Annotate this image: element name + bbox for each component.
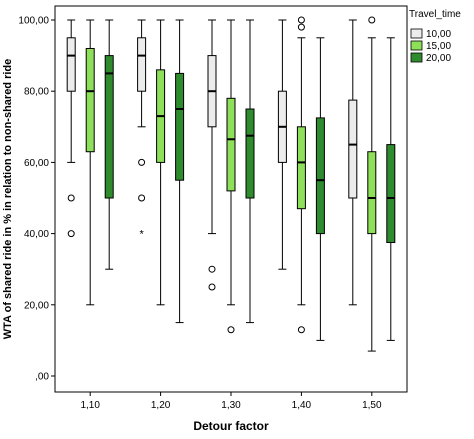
- box-3-4: [315, 37, 325, 341]
- box-2-2: [156, 19, 166, 306]
- legend-swatch: [410, 52, 423, 63]
- box-3-3: [245, 19, 255, 324]
- y-tick-label: 40,00: [24, 229, 49, 240]
- y-axis: ,00 20,00 40,00 60,00 80,00 100,00: [18, 16, 55, 383]
- box-body: [226, 97, 236, 192]
- box-body: [104, 55, 114, 199]
- boxes-layer: *: [66, 16, 396, 352]
- x-tick-label: 1,20: [151, 400, 171, 411]
- legend-label: 20,00: [426, 53, 451, 64]
- outlier-point: [138, 194, 146, 202]
- box-3-1: [104, 19, 114, 270]
- legend-swatch: [410, 40, 423, 51]
- outlier-point: [208, 283, 216, 291]
- box-1-3: [207, 19, 217, 291]
- box-1-1: [66, 19, 76, 238]
- legend-label: 15,00: [426, 41, 451, 52]
- y-tick-label: 100,00: [18, 16, 49, 27]
- outlier-point: [368, 16, 376, 24]
- x-axis: 1,10 1,20 1,30 1,40 1,50: [80, 392, 382, 411]
- box-2-1: [85, 19, 95, 306]
- box-body: [348, 99, 358, 199]
- y-axis-label: WTA of shared ride in % in relation to n…: [2, 59, 14, 340]
- box-3-5: [386, 37, 396, 341]
- outlier-point: [67, 194, 75, 202]
- box-body: [315, 117, 325, 235]
- y-tick-label: 60,00: [24, 158, 49, 169]
- box-body: [137, 37, 147, 92]
- outlier-point: [227, 326, 235, 334]
- box-body: [367, 151, 377, 235]
- outlier-point: [138, 158, 146, 166]
- legend-label: 10,00: [426, 29, 451, 40]
- x-tick-label: 1,50: [362, 400, 382, 411]
- box-2-4: [296, 16, 306, 334]
- outlier-point: [297, 23, 305, 31]
- box-2-3: [226, 19, 236, 334]
- box-1-4: [277, 19, 287, 270]
- box-body: [175, 72, 185, 181]
- extreme-point: *: [139, 229, 144, 241]
- x-tick-label: 1,30: [221, 400, 241, 411]
- outlier-point: [297, 16, 305, 24]
- y-tick-label: ,00: [35, 372, 49, 383]
- x-axis-label: Detour factor: [193, 419, 269, 433]
- box-body: [386, 144, 396, 244]
- y-tick-label: 20,00: [24, 300, 49, 311]
- box-body: [66, 37, 76, 92]
- box-body: [85, 47, 95, 153]
- outlier-point: [208, 265, 216, 273]
- x-tick-label: 1,10: [80, 400, 100, 411]
- box-1-5: [348, 19, 358, 306]
- box-body: [296, 126, 306, 210]
- y-tick-label: 80,00: [24, 87, 49, 98]
- x-tick-label: 1,40: [292, 400, 312, 411]
- outlier-point: [67, 230, 75, 238]
- box-3-2: [175, 19, 185, 324]
- legend-swatch: [410, 28, 423, 39]
- box-1-2: *: [137, 19, 147, 241]
- box-body: [245, 108, 255, 199]
- legend-title: Travel_time: [409, 9, 461, 20]
- outlier-point: [297, 326, 305, 334]
- box-2-5: [367, 16, 377, 352]
